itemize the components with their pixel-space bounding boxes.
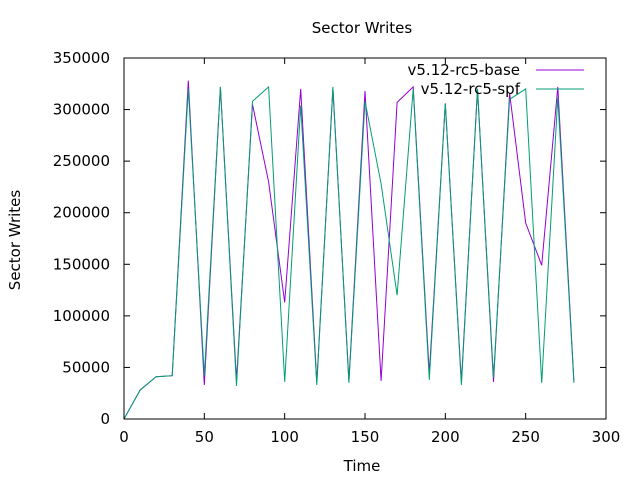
series-line-2: [123, 85, 575, 420]
series-lines: [123, 80, 575, 420]
y-tick-label: 50000: [62, 358, 110, 376]
y-tick-label: 0: [100, 410, 110, 428]
x-tick-label: 50: [195, 428, 214, 446]
x-tick-label: 200: [431, 428, 460, 446]
legend-label-1: v5.12-rc5-base: [408, 61, 521, 79]
x-tick-label: 150: [351, 428, 380, 446]
y-tick-label: 350000: [53, 49, 110, 67]
chart-title: Sector Writes: [312, 19, 413, 37]
x-tick-label: 300: [592, 428, 621, 446]
axis-ticks: 0 50 100 150 200 250 300 0 50000 100000 150000 2000…: [53, 49, 621, 446]
plot-frame: [123, 57, 607, 420]
series-line-1: [123, 80, 575, 420]
y-tick-label: 100000: [53, 307, 110, 325]
x-axis-label: Time: [343, 457, 381, 475]
legend-label-2: v5.12-rc5-spf: [421, 80, 521, 98]
y-axis-label: Sector Writes: [6, 190, 24, 291]
y-tick-label: 250000: [53, 152, 110, 170]
x-tick-label: 250: [511, 428, 540, 446]
y-tick-label: 200000: [53, 204, 110, 222]
x-tick-label: 100: [270, 428, 299, 446]
y-tick-label: 150000: [53, 255, 110, 273]
x-tick-label: 0: [119, 428, 129, 446]
y-tick-label: 300000: [53, 101, 110, 119]
